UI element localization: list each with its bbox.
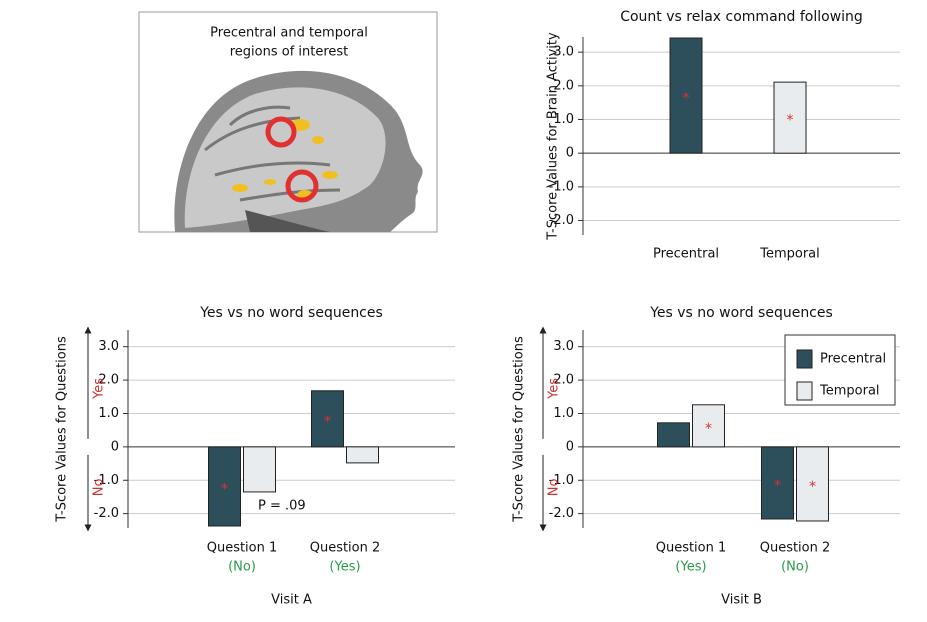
brain-image: Precentral and temporal regions of inter… — [138, 11, 438, 233]
y-tick-label: -1.0 — [549, 473, 574, 488]
y-tick-label: -2.0 — [94, 506, 119, 521]
y-tick-label: -2.0 — [549, 213, 574, 228]
y-axis-label: T-Score Values for Questions — [55, 336, 70, 523]
significance-mark: * — [705, 421, 712, 437]
y-tick-label: 1.0 — [98, 406, 119, 421]
category-note: (No) — [781, 560, 809, 575]
activation — [232, 119, 338, 200]
significance-mark: * — [787, 113, 794, 129]
y-tick-label: 1.0 — [553, 406, 574, 421]
x-tick-label: Question 2 — [760, 541, 831, 556]
x-tick-label: Question 1 — [207, 541, 278, 556]
direction-label: Yes — [92, 378, 107, 400]
y-tick-label: 2.0 — [553, 373, 574, 388]
category-note: (Yes) — [675, 560, 706, 575]
y-tick-label: 3.0 — [98, 339, 119, 354]
x-axis-label: Visit B — [721, 593, 762, 608]
bar — [243, 446, 276, 493]
x-axis-label: Visit A — [271, 593, 312, 608]
y-tick-label: 2.0 — [553, 78, 574, 93]
x-tick-label: Question 2 — [310, 541, 381, 556]
x-tick-label: Precentral — [653, 247, 719, 262]
y-tick-label: 0 — [566, 146, 574, 161]
cerebellum — [245, 210, 330, 232]
chart-title: Count vs relax command following — [620, 9, 863, 25]
significance-mark: * — [809, 479, 816, 495]
brain-folds — [204, 105, 341, 202]
significance-mark: * — [324, 414, 331, 430]
bar — [692, 404, 725, 448]
bar — [773, 81, 807, 154]
chart-title: Yes vs no word sequences — [649, 305, 833, 321]
y-tick-label: -2.0 — [549, 506, 574, 521]
x-tick-label: Question 1 — [656, 541, 727, 556]
category-note: (Yes) — [329, 560, 360, 575]
bar — [657, 422, 690, 448]
y-tick-label: 1.0 — [553, 112, 574, 127]
chart-title: Yes vs no word sequences — [199, 305, 383, 321]
bar — [208, 446, 241, 527]
y-axis-label: T-Score Values for Questions — [512, 336, 527, 523]
legend-swatch — [796, 349, 813, 369]
y-tick-label: 3.0 — [553, 339, 574, 354]
category-note: (No) — [228, 560, 256, 575]
y-tick-label: 0 — [111, 439, 119, 454]
y-tick-label: -1.0 — [94, 473, 119, 488]
image-title: regions of interest — [230, 45, 349, 60]
y-axis-label: T-Score Values for Brain Activity — [546, 32, 561, 241]
bar — [346, 446, 379, 464]
significance-mark: * — [774, 478, 781, 494]
legend-swatch — [796, 381, 813, 401]
x-tick-label: Temporal — [759, 247, 820, 262]
legend-label: Temporal — [819, 384, 880, 399]
direction-label: Yes — [547, 378, 562, 400]
significance-mark: * — [221, 481, 228, 497]
y-tick-label: 2.0 — [98, 373, 119, 388]
direction-label: No — [92, 479, 107, 497]
y-tick-label: 0 — [566, 439, 574, 454]
legend-label: Precentral — [820, 352, 886, 367]
significance-mark: * — [683, 91, 690, 107]
bar — [761, 446, 794, 520]
bar — [796, 446, 829, 522]
bar — [669, 37, 703, 154]
direction-label: No — [547, 479, 562, 497]
image-title: Precentral and temporal — [210, 26, 368, 41]
bar — [311, 390, 344, 448]
annotation: P = .09 — [258, 499, 306, 514]
y-tick-label: -1.0 — [549, 179, 574, 194]
roi-temporal — [285, 169, 319, 203]
roi-precentral — [265, 116, 297, 148]
y-tick-label: 3.0 — [553, 45, 574, 60]
